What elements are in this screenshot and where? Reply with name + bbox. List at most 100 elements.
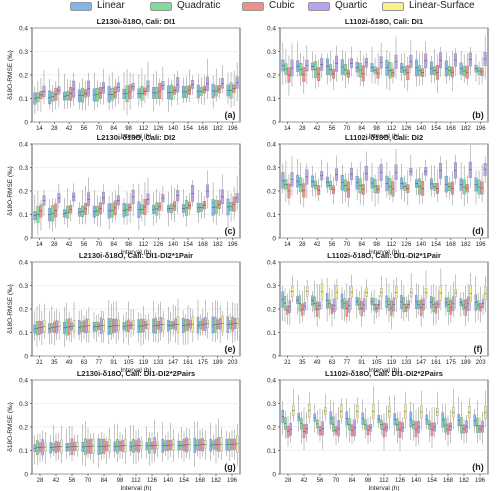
y-tick-label: 0	[24, 354, 28, 361]
y-tick-label: 0.1	[267, 330, 276, 337]
x-tick-label: 154	[427, 478, 438, 484]
x-tick-label: 84	[101, 478, 108, 484]
x-tick-label: 112	[387, 242, 397, 248]
legend-swatch-cubic	[242, 2, 264, 11]
x-tick-label: 168	[198, 126, 209, 132]
x-tick-label: 168	[443, 478, 454, 484]
x-tick-label: 196	[475, 478, 486, 484]
x-tick-label: 70	[85, 478, 92, 484]
x-tick-label: 182	[459, 478, 470, 484]
x-tick-label: 28	[285, 478, 292, 484]
legend-swatch-linear-surface	[382, 2, 404, 11]
x-tick-label: 126	[147, 478, 158, 484]
y-tick-label: 0.1	[19, 212, 28, 219]
x-axis-label: Interval (h)	[368, 133, 399, 140]
legend-swatch-quadratic	[150, 2, 172, 11]
x-tick-label: 112	[139, 242, 149, 248]
x-axis-label: Interval (h)	[120, 485, 151, 491]
x-tick-label: 42	[301, 478, 308, 484]
panel-e: 0 0.1 0.2 0.3 0.4 L2130i-δ18O, Cali: DI1-DI2*…	[7, 251, 241, 374]
y-tick-label: 0.4	[19, 142, 28, 149]
y-tick-label: 0.1	[267, 448, 276, 455]
panel-c: 0 0.1 0.2 0.3 0.4 L2130i-δ18O, Cali: DI2 (c) δ1…	[7, 133, 241, 256]
panel-title: L1102i-δ18O, Cali: DI1-DI2*2Pairs	[325, 369, 443, 378]
x-tick-label: 77	[96, 360, 103, 366]
y-tick-label: 0.4	[19, 26, 28, 33]
y-tick-label: 0.3	[19, 49, 28, 56]
panel-h: 0 0.1 0.2 0.3 0.4 L1102i-δ18O, Cali: DI1-DI2*…	[267, 369, 489, 491]
x-tick-label: 98	[365, 478, 372, 484]
x-tick-label: 175	[446, 360, 457, 366]
x-tick-label: 28	[51, 242, 58, 248]
x-tick-label: 140	[163, 478, 174, 484]
x-tick-label: 63	[329, 360, 336, 366]
x-tick-label: 168	[446, 126, 457, 132]
y-tick-label: 0.4	[267, 142, 276, 149]
x-tick-label: 189	[461, 360, 472, 366]
x-tick-label: 42	[66, 242, 73, 248]
x-tick-label: 28	[299, 242, 306, 248]
x-tick-label: 70	[96, 242, 103, 248]
x-tick-label: 56	[317, 478, 324, 484]
x-tick-label: 14	[36, 242, 43, 248]
y-tick-label: 0.3	[19, 165, 28, 172]
x-tick-label: 70	[344, 126, 351, 132]
panel-title: L2130i-δ18O, Cali: DI2	[97, 133, 176, 142]
y-tick-label: 0.2	[267, 307, 276, 314]
x-tick-label: 168	[195, 478, 206, 484]
x-tick-label: 84	[358, 126, 365, 132]
x-tick-label: 140	[168, 242, 179, 248]
x-tick-label: 119	[387, 360, 397, 366]
panel-letter: (a)	[225, 110, 236, 120]
x-axis-label: Interval (h)	[120, 367, 151, 374]
x-tick-label: 126	[153, 126, 164, 132]
panel-b: 0 0.1 0.2 0.3 0.4 L1102i-δ18O, Cali: DI1 (b) In…	[267, 17, 489, 140]
x-tick-label: 189	[213, 360, 224, 366]
panel-letter: (c)	[225, 226, 236, 236]
panel-letter: (f)	[474, 344, 483, 354]
x-tick-label: 203	[476, 360, 487, 366]
x-tick-label: 21	[284, 360, 291, 366]
x-tick-label: 49	[314, 360, 321, 366]
y-tick-label: 0.1	[19, 96, 28, 103]
x-tick-label: 14	[36, 126, 43, 132]
x-tick-label: 70	[96, 126, 103, 132]
x-tick-label: 168	[198, 242, 209, 248]
y-axis-label: δ18O-RMSE (‰)	[7, 284, 14, 333]
x-tick-label: 196	[228, 242, 239, 248]
panel-title: L1102i-δ18O, Cali: DI2	[345, 133, 423, 142]
y-tick-label: 0.1	[267, 96, 276, 103]
x-tick-label: 56	[81, 242, 88, 248]
legend-label-linear: Linear	[97, 0, 125, 11]
y-tick-label: 0.2	[267, 189, 276, 196]
y-tick-label: 0	[24, 120, 28, 127]
x-tick-label: 56	[329, 242, 336, 248]
x-axis-label: Interval (h)	[368, 249, 399, 256]
x-tick-label: 21	[36, 360, 43, 366]
x-tick-label: 84	[358, 242, 365, 248]
x-tick-label: 175	[198, 360, 209, 366]
y-tick-label: 0.2	[267, 425, 276, 432]
x-tick-label: 84	[349, 478, 356, 484]
x-tick-label: 154	[183, 126, 194, 132]
x-tick-label: 28	[51, 126, 58, 132]
y-tick-label: 0.2	[19, 307, 28, 314]
y-tick-label: 0	[272, 236, 276, 243]
x-tick-label: 70	[344, 242, 351, 248]
x-tick-label: 147	[168, 360, 179, 366]
panel-letter: (g)	[224, 462, 236, 472]
x-tick-label: 98	[125, 242, 132, 248]
panel-g: 0 0.1 0.2 0.3 0.4 L2130i-δ18O, Cali: DI1-DI2*…	[7, 369, 241, 491]
legend-label-cubic: Cubic	[269, 0, 295, 11]
x-tick-label: 105	[372, 360, 383, 366]
y-tick-label: 0	[24, 472, 28, 479]
panel-title: L2130i-δ18O, Cali: DI1	[97, 17, 176, 26]
x-tick-label: 112	[139, 126, 149, 132]
x-axis-label: Interval (h)	[120, 249, 151, 256]
y-tick-label: 0.1	[267, 212, 276, 219]
y-tick-label: 0.4	[19, 378, 28, 385]
x-tick-label: 112	[387, 126, 397, 132]
x-tick-label: 133	[401, 360, 412, 366]
y-tick-label: 0.3	[267, 49, 276, 56]
